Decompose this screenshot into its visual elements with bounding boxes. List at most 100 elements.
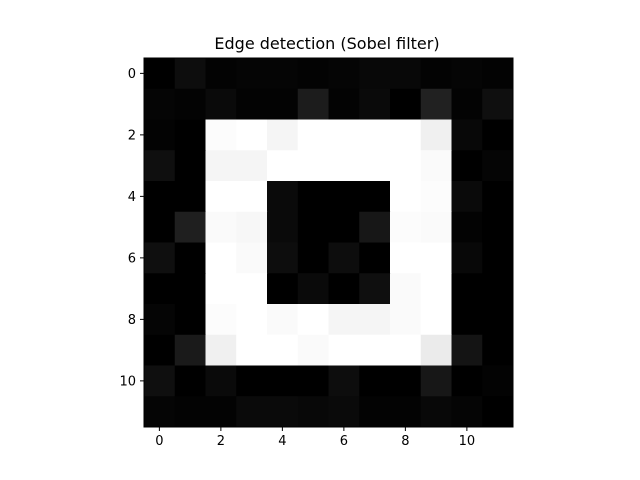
heatmap-cell-r3-c8 xyxy=(390,150,422,182)
heatmap-cell-r9-c6 xyxy=(328,334,360,366)
heatmap-cell-r11-c11 xyxy=(482,396,514,428)
heatmap-cell-r6-c6 xyxy=(328,242,360,274)
heatmap-cell-r3-c0 xyxy=(144,150,176,182)
heatmap-cell-r8-c7 xyxy=(359,304,391,336)
heatmap-cell-r1-c6 xyxy=(328,88,360,120)
heatmap-cell-r11-c6 xyxy=(328,396,360,428)
heatmap-cell-r2-c3 xyxy=(236,119,268,151)
x-axis: 0 2 4 6 8 10 xyxy=(155,427,475,449)
heatmap-cell-r6-c8 xyxy=(390,242,422,274)
heatmap-cell-r11-c8 xyxy=(390,396,422,428)
y-tick-label: 4 xyxy=(128,190,136,205)
heatmap-cell-r7-c6 xyxy=(328,273,360,305)
heatmap-cell-r3-c9 xyxy=(420,150,452,182)
y-tick-label: 10 xyxy=(119,374,136,389)
heatmap-cell-r1-c10 xyxy=(451,88,483,120)
heatmap-cell-r6-c7 xyxy=(359,242,391,274)
heatmap-cell-r3-c5 xyxy=(297,150,329,182)
heatmap-cell-r8-c4 xyxy=(267,304,299,336)
heatmap-cell-r4-c6 xyxy=(328,181,360,213)
heatmap-cell-r7-c0 xyxy=(144,273,176,305)
heatmap-cell-r9-c9 xyxy=(420,334,452,366)
heatmap-cell-r7-c4 xyxy=(267,273,299,305)
heatmap-cell-r8-c0 xyxy=(144,304,176,336)
heatmap-cell-r1-c11 xyxy=(482,88,514,120)
heatmap-cell-r9-c1 xyxy=(174,334,206,366)
heatmap-cell-r0-c10 xyxy=(451,58,483,90)
heatmap-cell-r8-c10 xyxy=(451,304,483,336)
heatmap-cell-r4-c2 xyxy=(205,181,237,213)
heatmap-cell-r1-c4 xyxy=(267,88,299,120)
y-tick-label: 0 xyxy=(128,67,136,82)
heatmap-cell-r7-c11 xyxy=(482,273,514,305)
heatmap-cell-r10-c2 xyxy=(205,365,237,397)
heatmap-cell-r8-c2 xyxy=(205,304,237,336)
heatmap-cell-r9-c5 xyxy=(297,334,329,366)
heatmap-cell-r6-c11 xyxy=(482,242,514,274)
heatmap-cell-r10-c5 xyxy=(297,365,329,397)
heatmap-cell-r4-c4 xyxy=(267,181,299,213)
heatmap-cell-r5-c7 xyxy=(359,211,391,243)
heatmap-cell-r4-c0 xyxy=(144,181,176,213)
heatmap-cell-r2-c4 xyxy=(267,119,299,151)
heatmap-cell-r8-c8 xyxy=(390,304,422,336)
heatmap-cell-r7-c2 xyxy=(205,273,237,305)
heatmap-cell-r5-c3 xyxy=(236,211,268,243)
heatmap-cell-r1-c8 xyxy=(390,88,422,120)
heatmap-cell-r9-c8 xyxy=(390,334,422,366)
heatmap-cell-r10-c8 xyxy=(390,365,422,397)
heatmap-cell-r1-c7 xyxy=(359,88,391,120)
heatmap-cell-r4-c1 xyxy=(174,181,206,213)
heatmap-cell-r10-c6 xyxy=(328,365,360,397)
heatmap-cell-r3-c7 xyxy=(359,150,391,182)
plot-frame xyxy=(143,57,514,428)
heatmap-cell-r8-c5 xyxy=(297,304,329,336)
heatmap-cell-r4-c9 xyxy=(420,181,452,213)
heatmap-cell-r5-c4 xyxy=(267,211,299,243)
heatmap-cell-r5-c0 xyxy=(144,211,176,243)
heatmap-cell-r0-c0 xyxy=(144,58,176,90)
heatmap-cell-r1-c3 xyxy=(236,88,268,120)
x-tick-label: 8 xyxy=(401,434,409,449)
heatmap-cell-r8-c11 xyxy=(482,304,514,336)
heatmap-cell-r8-c9 xyxy=(420,304,452,336)
heatmap-cell-r11-c0 xyxy=(144,396,176,428)
heatmap-cell-r4-c11 xyxy=(482,181,514,213)
heatmap-cell-r3-c2 xyxy=(205,150,237,182)
heatmap-cell-r2-c8 xyxy=(390,119,422,151)
heatmap-cell-r9-c0 xyxy=(144,334,176,366)
heatmap-cell-r11-c7 xyxy=(359,396,391,428)
heatmap-cell-r11-c9 xyxy=(420,396,452,428)
heatmap-cell-r11-c10 xyxy=(451,396,483,428)
heatmap-cell-r0-c3 xyxy=(236,58,268,90)
x-tick-label: 6 xyxy=(340,434,348,449)
heatmap-cell-r11-c3 xyxy=(236,396,268,428)
heatmap-cell-r3-c1 xyxy=(174,150,206,182)
heatmap-cell-r3-c11 xyxy=(482,150,514,182)
heatmap-cell-r5-c1 xyxy=(174,211,206,243)
heatmap-cell-r5-c8 xyxy=(390,211,422,243)
heatmap-cell-r10-c3 xyxy=(236,365,268,397)
heatmap-cell-r0-c8 xyxy=(390,58,422,90)
heatmap-cell-r5-c9 xyxy=(420,211,452,243)
heatmap-cell-r3-c4 xyxy=(267,150,299,182)
heatmap-cell-r9-c10 xyxy=(451,334,483,366)
heatmap-cell-r6-c0 xyxy=(144,242,176,274)
heatmap-cell-r7-c7 xyxy=(359,273,391,305)
heatmap-cell-r11-c4 xyxy=(267,396,299,428)
heatmap-cell-r6-c2 xyxy=(205,242,237,274)
heatmap-cell-r11-c2 xyxy=(205,396,237,428)
heatmap-cell-r6-c5 xyxy=(297,242,329,274)
heatmap-cell-r2-c2 xyxy=(205,119,237,151)
heatmap-cell-r0-c9 xyxy=(420,58,452,90)
heatmap-cell-r4-c3 xyxy=(236,181,268,213)
heatmap-cell-r3-c6 xyxy=(328,150,360,182)
x-tick-label: 10 xyxy=(459,434,476,449)
heatmap-cell-r8-c1 xyxy=(174,304,206,336)
heatmap-cell-r5-c10 xyxy=(451,211,483,243)
heatmap-cell-r6-c3 xyxy=(236,242,268,274)
heatmap-cell-r9-c11 xyxy=(482,334,514,366)
heatmap-cell-r5-c6 xyxy=(328,211,360,243)
heatmap-cell-r1-c2 xyxy=(205,88,237,120)
